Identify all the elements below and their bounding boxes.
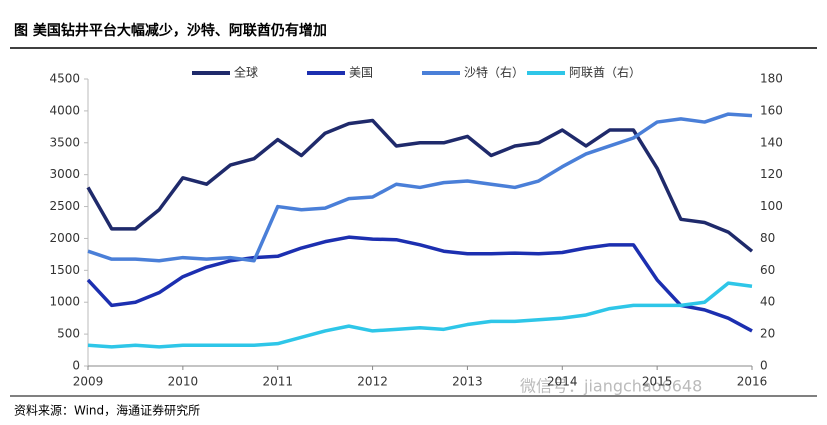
- y-tick-label: 4000: [49, 103, 80, 117]
- y2-tick-label: 80: [760, 231, 775, 245]
- legend-label: 阿联酋（右）: [569, 65, 641, 80]
- x-tick-label: 2014: [547, 375, 578, 389]
- watermark: 微信号：jiangchao6648: [520, 377, 702, 396]
- legend-label: 沙特（右）: [464, 65, 524, 80]
- y2-tick-label: 40: [760, 295, 775, 309]
- y2-tick-label: 0: [760, 359, 768, 373]
- series-line: [87, 112, 753, 263]
- y-tick-label: 0: [72, 359, 80, 373]
- x-tick-label: 2013: [452, 375, 483, 389]
- x-tick-label: 2015: [642, 375, 673, 389]
- x-tick-label: 2011: [262, 375, 293, 389]
- y2-tick-label: 180: [760, 72, 783, 86]
- series-line: [86, 118, 754, 253]
- y-tick-label: 1000: [49, 295, 80, 309]
- x-tick-label: 2010: [168, 375, 199, 389]
- y2-tick-label: 20: [760, 327, 775, 341]
- chart-title: 图 美国钻井平台大幅减少，沙特、阿联酋仍有增加: [14, 22, 327, 39]
- series-line: [87, 281, 753, 349]
- y-tick-label: 3000: [49, 167, 80, 181]
- source: 资料来源：Wind，海通证券研究所: [14, 403, 200, 418]
- y-tick-label: 2000: [49, 231, 80, 245]
- x-tick-label: 2009: [73, 375, 104, 389]
- y-tick-label: 4500: [49, 72, 80, 86]
- y2-tick-label: 60: [760, 263, 775, 277]
- y-tick-label: 3500: [49, 135, 80, 149]
- y2-tick-label: 160: [760, 103, 783, 117]
- x-tick-label: 2012: [357, 375, 388, 389]
- legend-label: 全球: [234, 65, 258, 80]
- y-tick-label: 2500: [49, 199, 80, 213]
- y-tick-label: 500: [57, 327, 80, 341]
- legend-label: 美国: [349, 66, 373, 80]
- y2-tick-label: 100: [760, 199, 783, 213]
- y2-tick-label: 140: [760, 135, 783, 149]
- y-tick-label: 1500: [49, 263, 80, 277]
- x-tick-label: 2016: [737, 375, 768, 389]
- y2-tick-label: 120: [760, 167, 783, 181]
- series-line: [86, 235, 753, 333]
